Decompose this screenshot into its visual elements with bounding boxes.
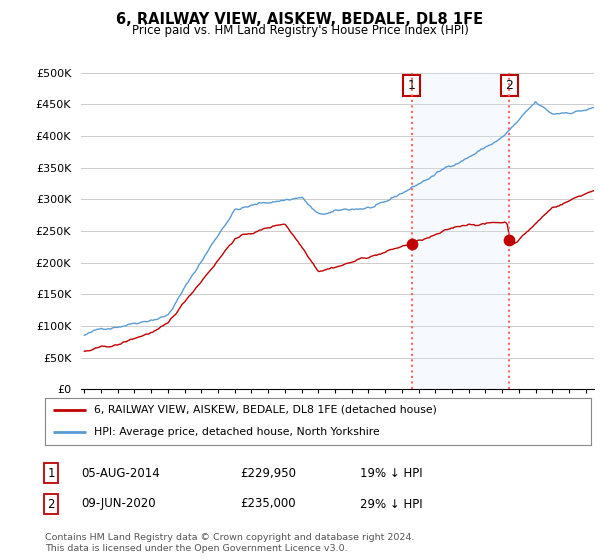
Point — [407, 239, 416, 248]
Text: 2: 2 — [47, 497, 55, 511]
Text: £229,950: £229,950 — [240, 466, 296, 480]
Bar — [412, 73, 509, 389]
Text: 6, RAILWAY VIEW, AISKEW, BEDALE, DL8 1FE (detached house): 6, RAILWAY VIEW, AISKEW, BEDALE, DL8 1FE… — [94, 404, 437, 414]
Point — [505, 236, 514, 245]
Text: 6, RAILWAY VIEW, AISKEW, BEDALE, DL8 1FE: 6, RAILWAY VIEW, AISKEW, BEDALE, DL8 1FE — [116, 12, 484, 27]
Text: 1: 1 — [408, 79, 416, 92]
Text: HPI: Average price, detached house, North Yorkshire: HPI: Average price, detached house, Nort… — [94, 427, 380, 437]
Text: Contains HM Land Registry data © Crown copyright and database right 2024.
This d: Contains HM Land Registry data © Crown c… — [45, 533, 415, 553]
Text: 05-AUG-2014: 05-AUG-2014 — [81, 466, 160, 480]
Text: 2: 2 — [506, 79, 514, 92]
Text: 19% ↓ HPI: 19% ↓ HPI — [360, 466, 422, 480]
Text: 1: 1 — [47, 466, 55, 480]
Text: 09-JUN-2020: 09-JUN-2020 — [81, 497, 155, 511]
Text: Price paid vs. HM Land Registry's House Price Index (HPI): Price paid vs. HM Land Registry's House … — [131, 24, 469, 36]
Text: £235,000: £235,000 — [240, 497, 296, 511]
Text: 29% ↓ HPI: 29% ↓ HPI — [360, 497, 422, 511]
